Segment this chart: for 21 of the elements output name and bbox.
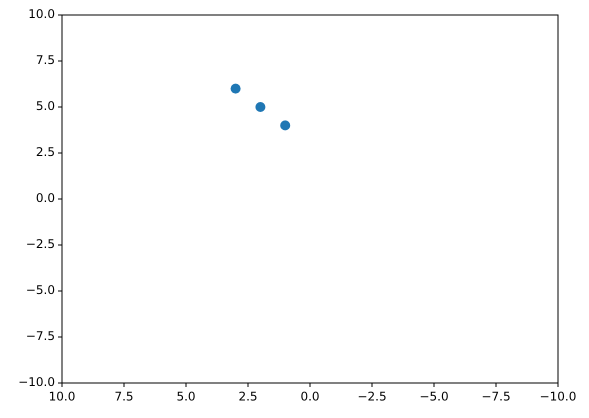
x-tick-label: 7.5 — [114, 389, 134, 404]
x-tick-label: −10.0 — [540, 389, 576, 404]
x-tick-label: −5.0 — [419, 389, 449, 404]
y-tick-label: 5.0 — [36, 99, 55, 114]
x-tick-label: 10.0 — [48, 389, 76, 404]
y-tick-label: −10.0 — [18, 375, 55, 390]
y-tick-label: −7.5 — [26, 329, 55, 344]
y-tick-label: 2.5 — [36, 145, 55, 160]
point — [255, 102, 266, 112]
y-tick-label: 0.0 — [36, 191, 55, 206]
x-tick-label: −2.5 — [357, 389, 387, 404]
y-tick-label: −2.5 — [26, 237, 55, 252]
x-tick-label: −7.5 — [481, 389, 511, 404]
x-tick-label: 5.0 — [176, 389, 196, 404]
point — [280, 120, 290, 130]
point — [230, 84, 241, 94]
x-tick-label: 2.5 — [238, 389, 258, 404]
y-tick-label: −5.0 — [26, 283, 55, 298]
y-tick-label: 10.0 — [28, 7, 55, 22]
y-tick-label: 7.5 — [36, 53, 55, 68]
x-tick-label: 0.0 — [300, 389, 320, 404]
